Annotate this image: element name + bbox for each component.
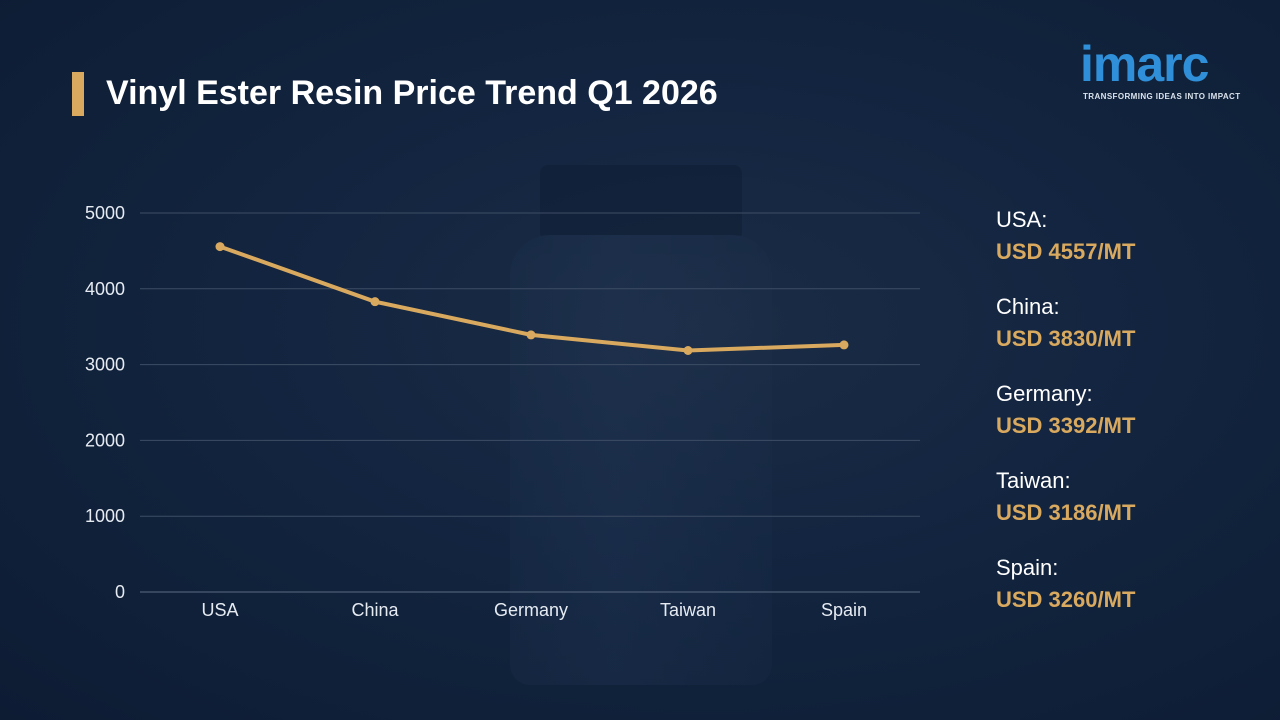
logo-wordmark: imarc [1080, 36, 1209, 92]
imarc-logo: imarc TRANSFORMING IDEAS INTO IMPACT [1080, 30, 1248, 104]
data-point [370, 297, 380, 307]
y-tick-label: 5000 [85, 203, 125, 223]
data-point [683, 346, 693, 356]
x-tick-label: China [351, 600, 399, 620]
jar-image [510, 165, 772, 685]
jar-cap [540, 165, 742, 237]
legend-item: Germany: USD 3392/MT [996, 378, 1256, 465]
y-tick-label: 4000 [85, 279, 125, 299]
x-tick-label: Taiwan [660, 600, 716, 620]
x-tick-label: USA [201, 600, 238, 620]
legend-item: Spain: USD 3260/MT [996, 552, 1256, 639]
x-tick-label: Germany [494, 600, 568, 620]
y-tick-label: 3000 [85, 355, 125, 375]
x-tick-label: Spain [821, 600, 867, 620]
legend-country: Taiwan: [996, 468, 1071, 493]
data-point [526, 330, 536, 340]
y-axis-ticks: 0 1000 2000 3000 4000 5000 [85, 203, 125, 602]
legend-value: USD 3392/MT [996, 413, 1136, 438]
jar-body [510, 235, 772, 685]
chart-grid [140, 212, 920, 593]
legend-country: Spain: [996, 555, 1059, 580]
data-point [215, 242, 225, 252]
y-tick-label: 0 [115, 582, 125, 602]
legend-country: USA: [996, 207, 1048, 232]
y-tick-label: 2000 [85, 430, 125, 450]
legend-value: USD 4557/MT [996, 239, 1136, 264]
x-axis-ticks: USA China Germany Taiwan Spain [201, 600, 867, 620]
price-series [215, 242, 849, 356]
legend-value: USD 3830/MT [996, 326, 1136, 351]
legend-value: USD 3186/MT [996, 500, 1136, 525]
data-point [839, 340, 849, 350]
title-accent-bar [72, 72, 84, 116]
legend-item: Taiwan: USD 3186/MT [996, 465, 1256, 552]
legend-country: China: [996, 294, 1060, 319]
logo-tagline: TRANSFORMING IDEAS INTO IMPACT [1083, 92, 1241, 101]
price-legend: USA: USD 4557/MT China: USD 3830/MT Germany:… [996, 204, 1256, 639]
page-title: Vinyl Ester Resin Price Trend Q1 2026 [106, 74, 718, 112]
legend-item: China: USD 3830/MT [996, 291, 1256, 378]
legend-value: USD 3260/MT [996, 587, 1136, 612]
legend-country: Germany: [996, 381, 1093, 406]
y-tick-label: 1000 [85, 506, 125, 526]
legend-item: USA: USD 4557/MT [996, 204, 1256, 291]
